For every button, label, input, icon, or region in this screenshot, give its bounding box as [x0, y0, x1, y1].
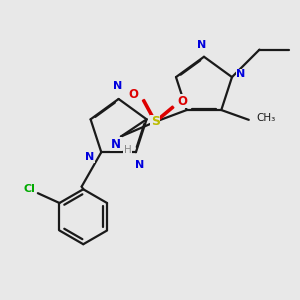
Text: CH₃: CH₃	[257, 113, 276, 123]
Text: N: N	[236, 69, 245, 79]
Text: N: N	[111, 138, 121, 151]
Text: O: O	[129, 88, 139, 101]
Text: N: N	[113, 81, 122, 91]
Text: Cl: Cl	[23, 184, 35, 194]
Text: S: S	[151, 115, 160, 128]
Text: H: H	[124, 145, 132, 155]
Text: N: N	[85, 152, 94, 162]
Text: N: N	[135, 160, 145, 170]
Text: O: O	[178, 95, 188, 108]
Text: N: N	[197, 40, 207, 50]
